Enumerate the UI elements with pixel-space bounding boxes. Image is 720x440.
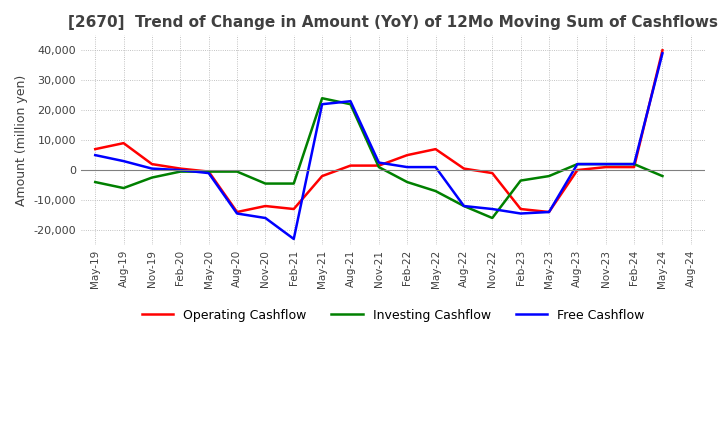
Free Cashflow xyxy=(289,236,298,242)
Investing Cashflow xyxy=(573,161,582,167)
Free Cashflow xyxy=(120,158,128,164)
Operating Cashflow xyxy=(403,153,412,158)
Free Cashflow xyxy=(431,165,440,170)
Operating Cashflow xyxy=(318,173,326,179)
Line: Investing Cashflow: Investing Cashflow xyxy=(95,98,662,218)
Investing Cashflow xyxy=(545,173,554,179)
Operating Cashflow xyxy=(431,147,440,152)
Investing Cashflow xyxy=(176,169,184,174)
Operating Cashflow xyxy=(289,206,298,212)
Line: Operating Cashflow: Operating Cashflow xyxy=(95,50,662,212)
Investing Cashflow xyxy=(289,181,298,186)
Free Cashflow xyxy=(233,211,241,216)
Investing Cashflow xyxy=(601,161,610,167)
Investing Cashflow xyxy=(403,180,412,185)
Operating Cashflow xyxy=(120,140,128,146)
Free Cashflow xyxy=(403,165,412,170)
Operating Cashflow xyxy=(374,163,383,168)
Operating Cashflow xyxy=(459,166,468,171)
Line: Free Cashflow: Free Cashflow xyxy=(95,53,662,239)
Free Cashflow xyxy=(374,160,383,165)
Free Cashflow xyxy=(204,170,213,176)
Free Cashflow xyxy=(148,166,156,171)
Operating Cashflow xyxy=(658,48,667,53)
Operating Cashflow xyxy=(630,165,639,170)
Operating Cashflow xyxy=(545,209,554,215)
Investing Cashflow xyxy=(261,181,270,186)
Investing Cashflow xyxy=(91,180,99,185)
Operating Cashflow xyxy=(91,147,99,152)
Operating Cashflow xyxy=(601,165,610,170)
Operating Cashflow xyxy=(346,163,355,168)
Operating Cashflow xyxy=(204,169,213,174)
Investing Cashflow xyxy=(431,188,440,194)
Free Cashflow xyxy=(91,153,99,158)
Investing Cashflow xyxy=(233,169,241,174)
Free Cashflow xyxy=(516,211,525,216)
Free Cashflow xyxy=(601,161,610,167)
Operating Cashflow xyxy=(233,209,241,215)
Investing Cashflow xyxy=(459,203,468,209)
Operating Cashflow xyxy=(261,203,270,209)
Legend: Operating Cashflow, Investing Cashflow, Free Cashflow: Operating Cashflow, Investing Cashflow, … xyxy=(137,304,649,327)
Investing Cashflow xyxy=(120,185,128,191)
Investing Cashflow xyxy=(516,178,525,183)
Investing Cashflow xyxy=(630,161,639,167)
Free Cashflow xyxy=(346,99,355,104)
Free Cashflow xyxy=(459,203,468,209)
Operating Cashflow xyxy=(488,170,497,176)
Investing Cashflow xyxy=(148,175,156,180)
Investing Cashflow xyxy=(204,169,213,174)
Operating Cashflow xyxy=(516,206,525,212)
Title: [2670]  Trend of Change in Amount (YoY) of 12Mo Moving Sum of Cashflows: [2670] Trend of Change in Amount (YoY) o… xyxy=(68,15,718,30)
Investing Cashflow xyxy=(658,173,667,179)
Y-axis label: Amount (million yen): Amount (million yen) xyxy=(15,74,28,206)
Operating Cashflow xyxy=(176,166,184,171)
Free Cashflow xyxy=(545,209,554,215)
Free Cashflow xyxy=(318,102,326,107)
Operating Cashflow xyxy=(148,161,156,167)
Investing Cashflow xyxy=(488,215,497,220)
Free Cashflow xyxy=(261,215,270,220)
Free Cashflow xyxy=(573,161,582,167)
Investing Cashflow xyxy=(346,102,355,107)
Free Cashflow xyxy=(630,161,639,167)
Investing Cashflow xyxy=(374,165,383,170)
Free Cashflow xyxy=(176,168,184,173)
Free Cashflow xyxy=(488,206,497,212)
Free Cashflow xyxy=(658,51,667,56)
Operating Cashflow xyxy=(573,168,582,173)
Investing Cashflow xyxy=(318,95,326,101)
